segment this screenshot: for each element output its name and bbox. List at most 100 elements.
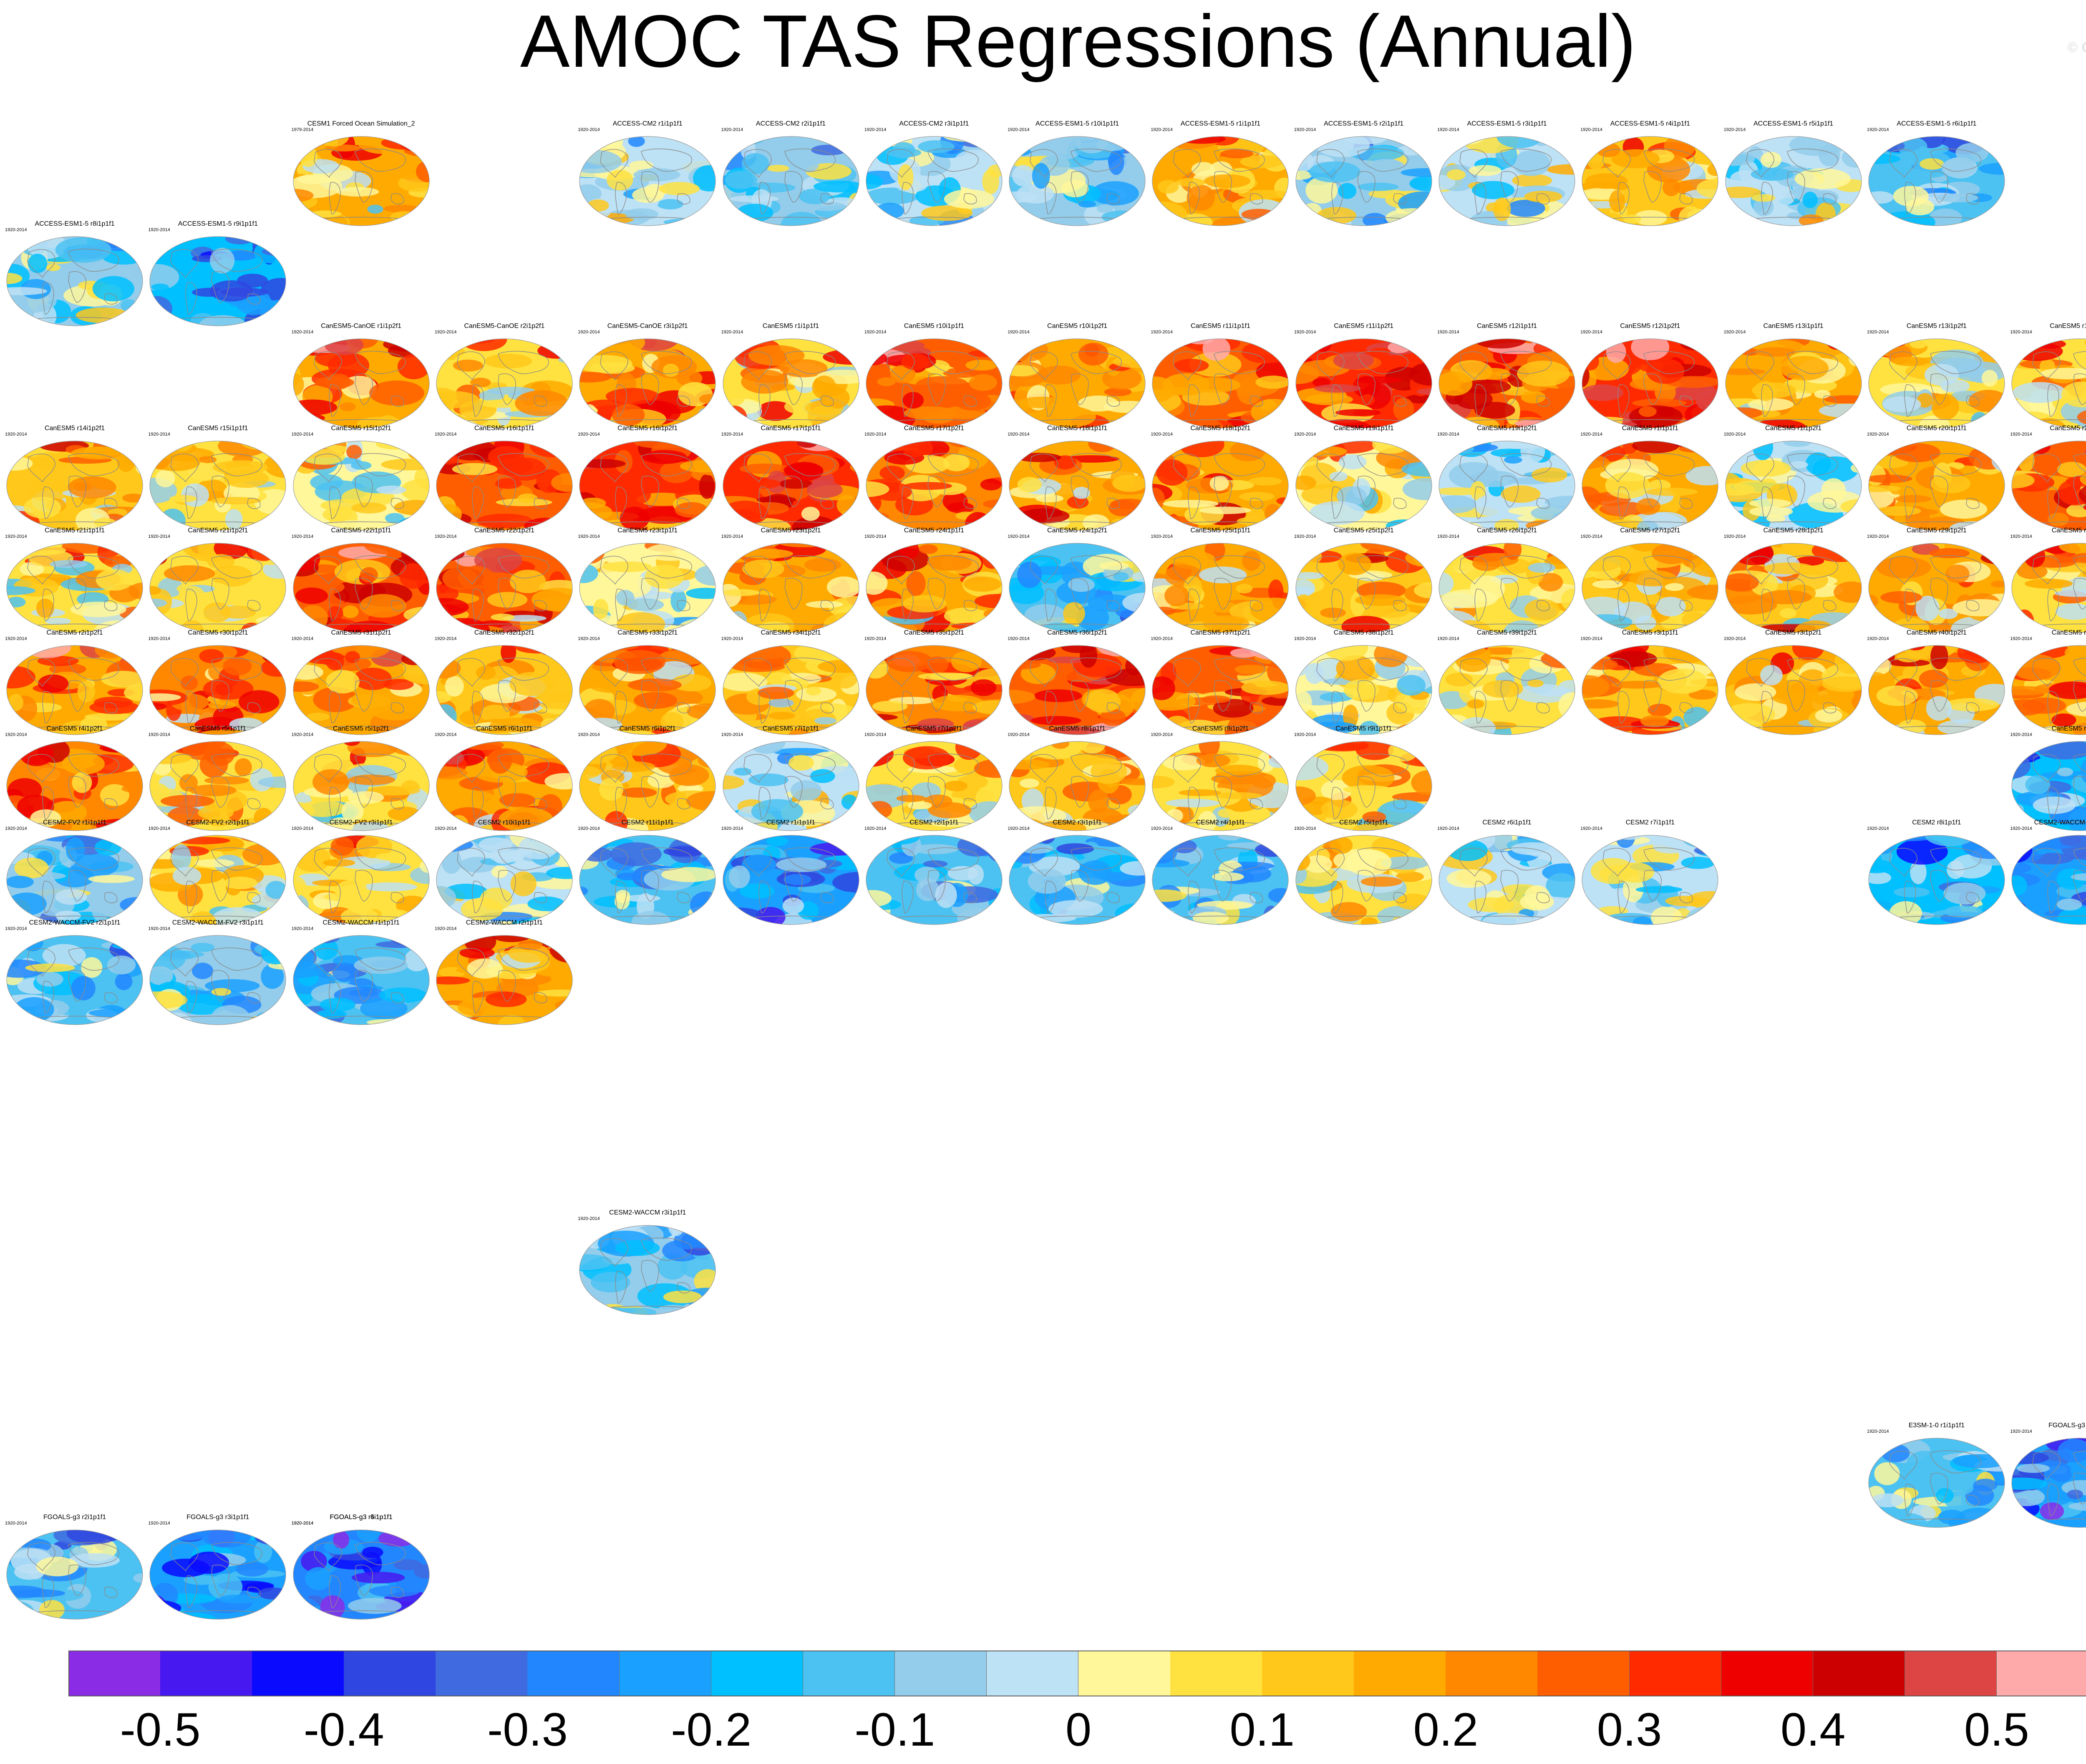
colorbar-box — [252, 1651, 344, 1696]
regression-map — [1582, 835, 1718, 925]
panel-title: CanESM5 r14i1p2f1 — [44, 425, 105, 432]
panel-period: 1920-2014 — [721, 330, 743, 335]
panel-title: CanESM5 r20i1p1f1 — [1906, 425, 1967, 432]
regression-map — [866, 441, 1003, 531]
panel-title: ACCESS-ESM1-5 r6i1p1f1 — [1897, 120, 1977, 127]
panel-title: CESM2-WACCM r2i1p1f1 — [466, 919, 543, 926]
panel-title: CESM2 r7i1p1f1 — [1625, 819, 1675, 826]
panel-period: 1920-2014 — [1723, 534, 1746, 539]
regression-map — [292, 1530, 430, 1620]
panel-period: 1920-2014 — [148, 636, 170, 641]
regression-map — [1868, 645, 2005, 735]
panel-title: CanESM5 r38i1p2f1 — [1333, 629, 1394, 636]
panel-period: 1920-2014 — [291, 330, 314, 335]
regression-map — [1009, 543, 1146, 633]
regression-map — [149, 441, 286, 531]
regression-map — [292, 835, 430, 925]
panel-period: 1920-2014 — [1151, 127, 1173, 132]
panel-period: 1920-2014 — [434, 636, 457, 641]
colorbar-tick-label: 0.2 — [1413, 1704, 1479, 1756]
panel-period: 1920-2014 — [1867, 432, 1889, 437]
regression-map — [722, 338, 859, 428]
panel-title: ACCESS-CM2 r3i1p1f1 — [899, 120, 969, 127]
colorbar-box — [619, 1651, 712, 1696]
panel-title: CanESM5 r34i1p2f1 — [761, 629, 821, 636]
panel-title: CESM2 r11i1p1f1 — [621, 819, 674, 826]
regression-map — [1725, 441, 1862, 531]
panel-period: 1920-2014 — [2010, 636, 2032, 641]
regression-map — [436, 935, 573, 1025]
panel-title: CanESM5 r15i1p1f1 — [188, 425, 248, 432]
regression-map — [579, 136, 716, 226]
regression-map — [149, 835, 286, 925]
panel-title: CanESM5 r17i1p1f1 — [761, 425, 821, 432]
panel-period: 1920-2014 — [1294, 127, 1316, 132]
colorbar-box — [803, 1651, 895, 1696]
panel-title: CanESM5 r13i1p1f1 — [1763, 323, 1824, 330]
panel-period: 1920-2014 — [1580, 826, 1602, 831]
colorbar-tick-label: -0.5 — [120, 1704, 201, 1756]
panel-period: 1920-2014 — [1867, 826, 1889, 831]
regression-map — [1009, 441, 1146, 531]
panel-title: ACCESS-ESM1-5 r8i1p1f1 — [35, 220, 115, 227]
regression-map — [1152, 543, 1289, 633]
panel-title: ACCESS-ESM1-5 r2i1p1f1 — [1324, 120, 1404, 127]
panel-period: 1920-2014 — [1294, 636, 1316, 641]
panel-period: 1920-2014 — [434, 926, 457, 931]
panel-period: 1920-2014 — [5, 432, 27, 437]
panel-period: 1920-2014 — [434, 826, 457, 831]
regression-map — [866, 835, 1003, 925]
regression-map — [579, 645, 716, 735]
panel-period: 1920-2014 — [434, 330, 457, 335]
colorbar-tick-label: 0.3 — [1597, 1704, 1662, 1756]
panel-period: 1920-2014 — [1151, 636, 1173, 641]
regression-map — [1868, 835, 2005, 925]
panel-title: CESM2 r6i1p1f1 — [1482, 819, 1532, 826]
panel-period: 1920-2014 — [1437, 432, 1459, 437]
panel-title: CanESM5 r37i1p2f1 — [1190, 629, 1251, 636]
regression-map — [6, 645, 143, 735]
panel-title: CanESM5 r6i1p2f1 — [619, 725, 676, 732]
panel-title: CanESM5 r7i1p1f1 — [762, 725, 819, 732]
regression-map — [292, 741, 430, 831]
copyright-watermark: © CVDP — [2067, 40, 2086, 55]
panel-title: CanESM5 r23i1p1f1 — [617, 527, 678, 534]
panel-title: CanESM5 r16i1p1f1 — [474, 425, 534, 432]
colorbar-box — [1354, 1651, 1446, 1696]
panel-title: CanESM5 r3i1p2f1 — [1765, 629, 1822, 636]
panel-period: 1920-2014 — [1151, 432, 1173, 437]
panel-period: 1920-2014 — [1867, 1429, 1889, 1434]
regression-map — [866, 741, 1003, 831]
panel-title: CanESM5 r31i1p2f1 — [331, 629, 391, 636]
panel-title: CanESM5 r9i1p1f1 — [1335, 725, 1392, 732]
regression-map — [6, 543, 143, 633]
panel-title: E3SM-1-0 r1i1p1f1 — [1908, 1422, 1965, 1429]
panel-title: CanESM5-CanOE r3i1p2f1 — [607, 323, 688, 330]
panel-period: 1920-2014 — [5, 926, 27, 931]
colorbar-box — [1905, 1651, 1997, 1696]
panel-title: CanESM5 r4i1p2f1 — [46, 725, 103, 732]
panel-title: CanESM5 r1i1p1f1 — [762, 323, 819, 330]
panel-period: 1920-2014 — [1437, 330, 1459, 335]
regression-map — [436, 835, 573, 925]
regression-map — [866, 338, 1003, 428]
regression-map — [6, 1530, 143, 1620]
panel-period: 1920-2014 — [5, 636, 27, 641]
panel-title: CanESM5 r36i1p2f1 — [1047, 629, 1108, 636]
panel-period: 1920-2014 — [578, 127, 600, 132]
regression-map — [6, 236, 143, 326]
panel-period: 1920-2014 — [1008, 732, 1030, 737]
panel-title: CanESM5 r1i1p2f1 — [1765, 425, 1822, 432]
panel-title: CanESM5 r6i1p1f1 — [476, 725, 533, 732]
panel-period: 1920-2014 — [1867, 636, 1889, 641]
colorbar-box — [1170, 1651, 1262, 1696]
panel-title: FGOALS-g3 r5i1p1f1 — [330, 1514, 393, 1521]
panel-period: 1920-2014 — [148, 227, 170, 232]
regression-map — [149, 236, 286, 326]
panel-title: CanESM5 r18i1p1f1 — [1047, 425, 1108, 432]
panel-title: CanESM5 r22i1p2f1 — [474, 527, 534, 534]
panel-period: 1920-2014 — [1437, 127, 1459, 132]
panel-title: CESM2-WACCM-FV2 r2i1p1f1 — [29, 919, 121, 926]
regression-map — [579, 835, 716, 925]
